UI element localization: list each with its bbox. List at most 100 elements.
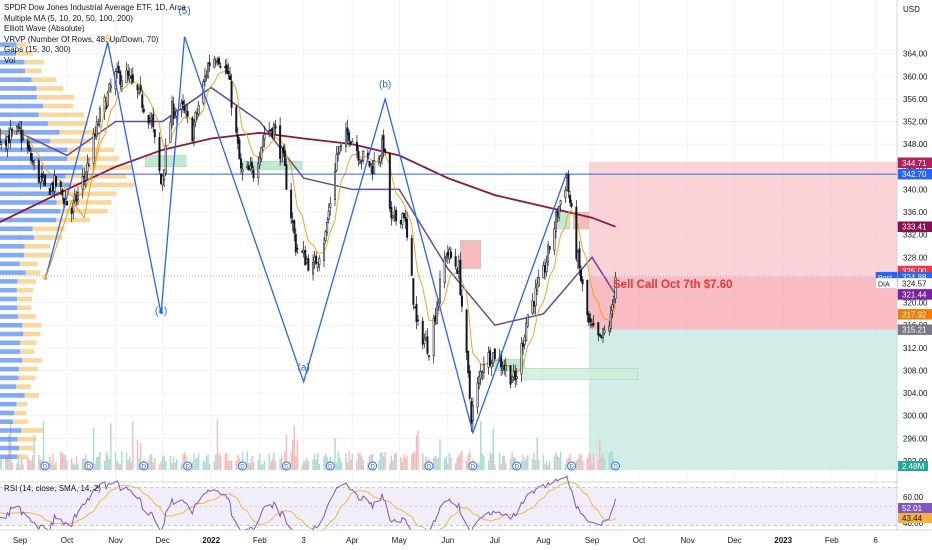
volume-bar <box>481 453 484 470</box>
volume-bar <box>458 455 460 470</box>
volume-bar <box>246 451 248 470</box>
candle-body <box>17 126 20 128</box>
volume-bar <box>92 427 95 470</box>
candle-body <box>460 295 463 307</box>
indicator-elliott-wave[interactable]: Elliott Wave (Absolute) <box>4 24 85 33</box>
volume-bar <box>215 454 217 470</box>
price-badge: 324.57 <box>902 279 927 288</box>
volume-profile-bar <box>0 279 18 284</box>
volume-bar <box>381 452 383 470</box>
volume-profile-bar <box>38 112 85 118</box>
volume-profile-bar <box>0 436 18 442</box>
volume-profile-bar <box>0 384 17 389</box>
volume-profile-bar <box>16 42 27 47</box>
candle-body <box>70 208 73 214</box>
candle-body <box>160 173 163 185</box>
volume-bar <box>357 453 360 470</box>
candle-body <box>586 279 589 316</box>
price-gap-box <box>460 240 481 269</box>
volume-bar <box>491 454 493 470</box>
volume-profile-bar <box>0 410 15 416</box>
volume-bar <box>197 453 200 470</box>
price-tick-label: 336.00 <box>903 208 928 217</box>
candle-body <box>327 210 330 220</box>
candle-body <box>83 176 86 178</box>
candle-body <box>576 251 579 262</box>
price-badge: 324.88 <box>902 273 927 282</box>
candle-body <box>293 220 296 234</box>
volume-bar <box>99 452 101 470</box>
price-badge-bg <box>897 289 932 300</box>
volume-bar <box>523 460 526 470</box>
volume-bar <box>138 458 140 470</box>
volume-bar <box>586 457 588 470</box>
dividend-marker <box>40 461 50 471</box>
candle-body <box>246 165 249 169</box>
volume-profile-bar <box>36 86 64 91</box>
volume-profile-bar <box>16 51 33 56</box>
volume-bar <box>547 464 549 470</box>
volume-profile-bar <box>18 375 36 381</box>
candle-body <box>109 85 112 89</box>
candle-body <box>108 83 111 92</box>
volume-bar <box>349 459 352 470</box>
candle-body <box>120 80 123 87</box>
volume-profile-bar <box>20 340 37 346</box>
candle-body <box>42 177 45 182</box>
dividend-marker-label: D <box>87 465 92 471</box>
candle-body <box>98 108 101 122</box>
candle-body <box>359 161 362 164</box>
candle-body <box>543 265 546 273</box>
price-badge-bg <box>897 309 932 320</box>
indicator-gaps[interactable]: Gaps (15, 30, 300) <box>4 45 71 54</box>
volume-profile-bar <box>0 94 37 100</box>
volume-bar <box>503 455 505 470</box>
volume-profile-bar <box>21 428 43 433</box>
short-position-profit-zone <box>588 329 897 470</box>
price-gap-box <box>521 368 638 380</box>
time-tick-label: Oct <box>633 536 646 545</box>
volume-bar <box>603 458 606 470</box>
volume-bar <box>28 459 31 470</box>
dividend-marker <box>325 461 335 471</box>
candle-body <box>338 146 341 153</box>
volume-profile-bar <box>60 208 108 214</box>
candle-body <box>612 295 615 302</box>
volume-bar <box>469 451 471 470</box>
dividend-marker-label: D <box>569 465 574 471</box>
volume-bar <box>183 452 186 470</box>
volume-bar <box>340 461 342 470</box>
candle-body <box>48 188 51 195</box>
candle-body <box>172 103 175 119</box>
candle-body <box>117 65 120 73</box>
dividend-marker-label: D <box>284 465 289 471</box>
candle-body <box>545 262 548 273</box>
indicator-volume[interactable]: Vol <box>4 55 16 65</box>
sell-call-annotation: Sell Call Oct 7th $7.60 <box>613 279 733 291</box>
candle-body <box>489 350 492 366</box>
volume-profile-bar <box>36 94 74 100</box>
volume-profile-bar <box>0 77 32 82</box>
candle-body <box>66 200 69 206</box>
candle-body <box>130 76 133 79</box>
indicator-multiple-ma[interactable]: Multiple MA (5, 10, 20, 50, 100, 200) <box>4 13 133 23</box>
volume-bar <box>360 455 363 470</box>
rsi-badge: 52.01 <box>902 504 923 513</box>
volume-profile-bar <box>34 235 63 240</box>
volume-profile-bar <box>0 366 19 372</box>
volume-bar <box>205 455 208 470</box>
volume-bar <box>395 452 397 470</box>
volume-profile-bar <box>0 147 67 153</box>
volume-bar <box>114 452 117 470</box>
volume-bar <box>599 439 601 470</box>
candle-body <box>432 318 435 357</box>
indicator-vrvp[interactable]: VRVP (Number Of Rows, 48, Up/Down, 70) <box>4 34 159 44</box>
volume-bar <box>152 462 154 470</box>
volume-bar <box>176 459 178 470</box>
candle-body <box>445 255 448 258</box>
dividend-marker <box>139 461 149 471</box>
volume-bar <box>611 451 614 470</box>
candle-body <box>569 194 572 203</box>
price-badge: 315.21 <box>902 326 927 335</box>
